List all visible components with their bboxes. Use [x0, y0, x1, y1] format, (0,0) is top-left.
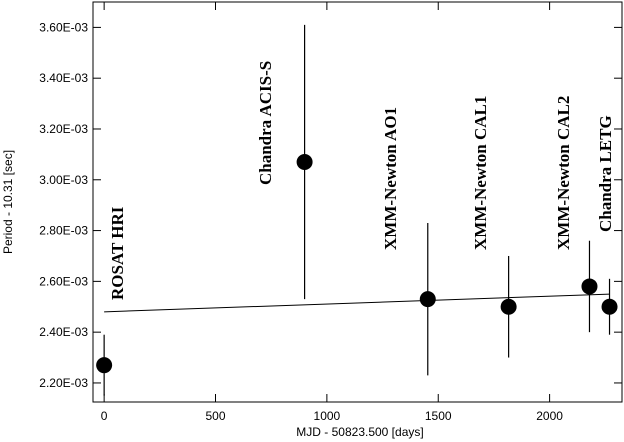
point-annotation: Chandra LETG	[596, 115, 615, 232]
data-point	[500, 298, 517, 315]
x-tick-label: 500	[205, 409, 225, 423]
point-annotation: XMM-Newton CAL2	[554, 96, 573, 250]
y-tick-label: 2.20E-03	[39, 376, 88, 390]
data-point	[419, 291, 436, 308]
data-point	[96, 357, 113, 374]
y-tick-label: 2.80E-03	[39, 224, 88, 238]
y-tick-label: 3.20E-03	[39, 122, 88, 136]
point-annotation: ROSAT HRI	[108, 206, 127, 300]
y-axis-label: Period - 10.31 [sec]	[1, 150, 15, 254]
x-tick-label: 0	[101, 409, 108, 423]
data-point	[296, 154, 313, 170]
x-tick-label: 1500	[425, 409, 452, 423]
point-annotation: XMM-Newton AO1	[381, 107, 400, 250]
point-annotation: Chandra ACIS-S	[256, 61, 275, 185]
fit-line	[104, 293, 610, 313]
x-tick-label: 2000	[536, 409, 563, 423]
y-tick-label: 3.00E-03	[39, 173, 88, 187]
y-tick-label: 3.60E-03	[39, 20, 88, 34]
data-point	[581, 278, 598, 295]
x-axis-label: MJD - 50823.500 [days]	[296, 425, 423, 439]
y-tick-label: 2.40E-03	[39, 325, 88, 339]
data-point	[601, 298, 618, 315]
y-tick-label: 3.40E-03	[39, 71, 88, 85]
y-tick-label: 2.60E-03	[39, 274, 88, 288]
x-tick-label: 1000	[314, 409, 341, 423]
plot-frame	[92, 1, 623, 403]
point-annotation: XMM-Newton CAL1	[471, 96, 490, 250]
